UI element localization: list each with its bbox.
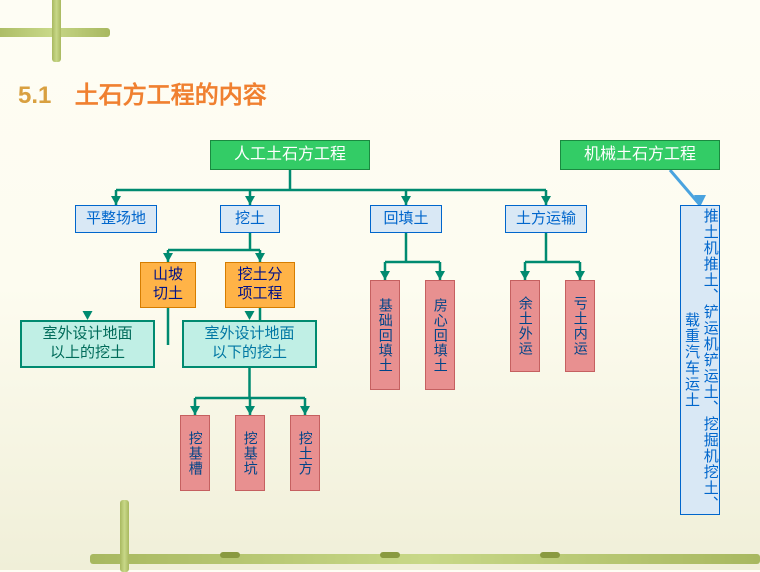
node-pingzheng: 平整场地 — [75, 205, 157, 233]
node-shiwai_up: 室外设计地面 以上的挖土 — [20, 320, 155, 368]
node-shanpo: 山坡 切土 — [140, 262, 196, 308]
node-shiwai_dn: 室外设计地面 以下的挖土 — [182, 320, 317, 368]
decor-node — [220, 552, 240, 558]
node-yutu: 余土外运 — [510, 280, 540, 372]
node-wacao: 挖基槽 — [180, 415, 210, 491]
node-rengong: 人工土石方工程 — [210, 140, 370, 170]
decor-bamboo-top-v — [52, 0, 61, 62]
decor-bamboo-bottom-v — [120, 500, 129, 572]
node-jichuht: 基础回填土 — [370, 280, 400, 390]
node-tufang: 土方运输 — [505, 205, 587, 233]
page-title: 5.1 土石方工程的内容 — [18, 75, 267, 110]
node-huitian: 回填土 — [370, 205, 442, 233]
node-wakeng: 挖基坑 — [235, 415, 265, 491]
node-watu: 挖土 — [220, 205, 280, 233]
title-text: 土石方工程的内容 — [75, 82, 267, 109]
node-jixie: 机械土石方工程 — [560, 140, 720, 170]
node-fangxin: 房心回填土 — [425, 280, 455, 390]
node-watu3: 挖土方 — [290, 415, 320, 491]
title-number: 5.1 — [18, 82, 51, 109]
node-jixie_detail: 推土机推土、铲运机铲运土、挖掘机挖土、载重汽车运土 — [680, 205, 720, 515]
decor-node — [380, 552, 400, 558]
decor-node — [540, 552, 560, 558]
node-kuitu: 亏土内运 — [565, 280, 595, 372]
node-wafenxiang: 挖土分 项工程 — [225, 262, 295, 308]
decor-bamboo-bottom — [90, 554, 760, 564]
